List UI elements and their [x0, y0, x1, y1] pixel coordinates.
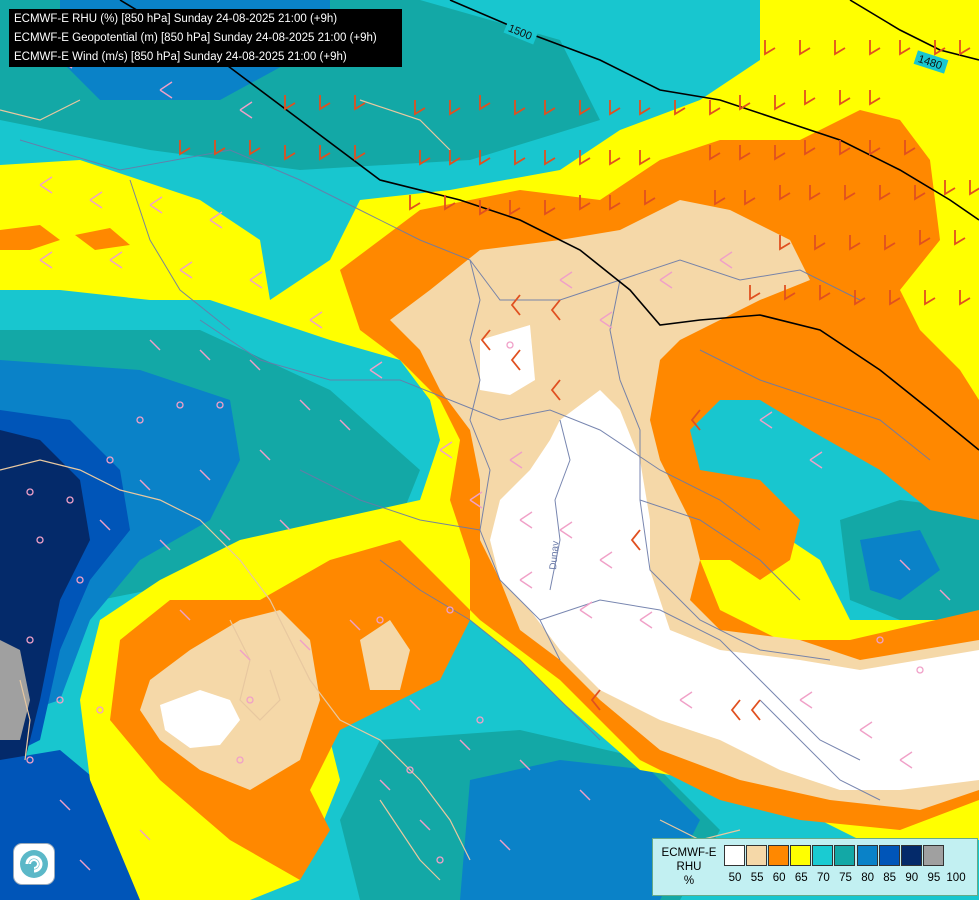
- legend-title: ECMWF-E RHU %: [657, 846, 721, 888]
- coastlines: [0, 99, 741, 881]
- title-line-wind: ECMWF-E Wind (m/s) [850 hPa] Sunday 24-0…: [14, 51, 347, 63]
- map-title-box: ECMWF-E RHU (%) [850 hPa] Sunday 24-08-2…: [9, 9, 402, 67]
- legend-tick-label: 90: [905, 872, 919, 884]
- ecmwf-logo: [13, 843, 55, 885]
- title-line-rhu: ECMWF-E RHU (%) [850 hPa] Sunday 24-08-2…: [14, 13, 338, 25]
- legend-tick-label: 55: [750, 872, 764, 884]
- legend-swatches: [724, 845, 945, 866]
- river-label: Dunav: [548, 541, 561, 571]
- legend-swatch: [834, 845, 856, 866]
- rh-50-sw: [160, 690, 240, 748]
- ecmwf-logo-icon: [20, 850, 48, 878]
- legend-tick-label: 70: [816, 872, 830, 884]
- rh-80-south: [460, 760, 700, 900]
- rh-60-west-blob: [0, 225, 60, 250]
- rh-55-main: [390, 200, 979, 810]
- legend-swatch: [922, 845, 944, 866]
- legend-title-unit: %: [683, 875, 695, 887]
- legend-swatch: [768, 845, 790, 866]
- legend-tick-label: 60: [772, 872, 786, 884]
- rh-60-west-blob2: [75, 228, 130, 250]
- legend-tick-label: 100: [946, 872, 966, 884]
- legend-ticks: 50 55 60 65 70 75 80 85 90 95 100: [724, 872, 976, 886]
- rh-55-island: [360, 620, 410, 690]
- legend-tick-label: 75: [839, 872, 852, 884]
- rh-80-east: [860, 530, 940, 600]
- legend-tick-label: 50: [728, 872, 742, 884]
- rh-95-west: [0, 640, 30, 740]
- legend-swatch: [790, 845, 812, 866]
- contour-1480: [449, 0, 979, 221]
- legend-swatch: [856, 845, 878, 866]
- legend-tick-label: 65: [794, 872, 808, 884]
- wind-barbs-strong: [179, 40, 979, 721]
- legend-swatch: [746, 845, 768, 866]
- legend-swatch: [900, 845, 922, 866]
- contour-1500: [119, 0, 979, 451]
- legend-swatch: [878, 845, 900, 866]
- country-borders: [19, 139, 931, 801]
- rh-50-north: [480, 325, 535, 395]
- legend-swatch: [724, 845, 745, 866]
- color-legend: ECMWF-E RHU % 50 55 60 65 70 75 80 85 90 95 100: [652, 838, 978, 896]
- legend-tick-label: 85: [883, 872, 897, 884]
- calm-circles: [26, 341, 924, 864]
- title-line-geopotential: ECMWF-E Geopotential (m) [850 hPa] Sunda…: [14, 32, 377, 44]
- legend-tick-label: 80: [861, 872, 874, 884]
- legend-title-model: ECMWF-E: [661, 847, 717, 859]
- legend-swatch: [812, 845, 834, 866]
- legend-tick-label: 95: [927, 872, 941, 884]
- rh-50-main: [490, 390, 979, 790]
- legend-title-variable: RHU: [676, 861, 702, 873]
